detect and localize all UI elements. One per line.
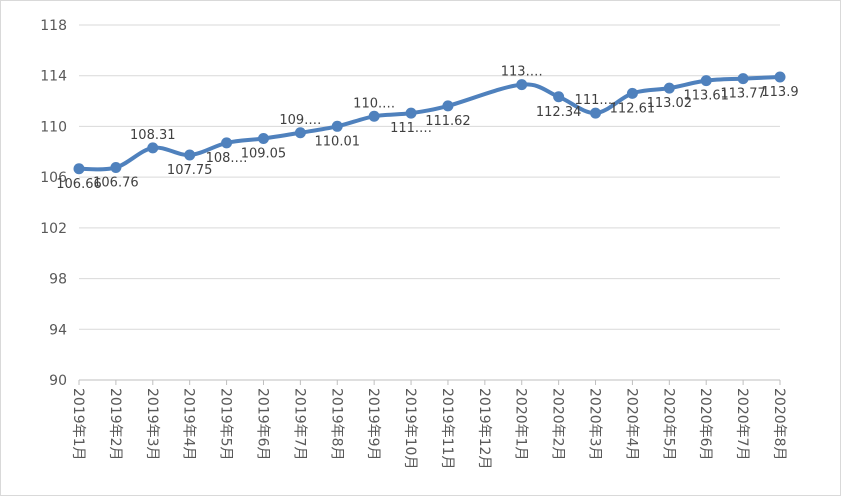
x-tick-label: 2019年2月 (107, 388, 123, 461)
x-tick-label: 2019年6月 (254, 388, 270, 461)
x-tick-label: 2019年9月 (365, 388, 381, 461)
data-label: 110.… (353, 96, 395, 111)
data-point (221, 137, 233, 149)
y-tick-label: 98 (49, 272, 67, 288)
data-point (184, 149, 196, 161)
data-label: 109.05 (241, 146, 287, 161)
y-tick-label: 106 (40, 170, 67, 186)
data-point (553, 91, 565, 103)
x-tick-label: 2019年12月 (476, 388, 492, 469)
data-label: 113.… (501, 65, 543, 80)
x-tick-label: 2019年5月 (218, 388, 234, 461)
data-label: 106.66 (56, 177, 102, 192)
x-tick-label: 2019年3月 (144, 388, 160, 461)
data-point (737, 73, 749, 85)
data-label: 109.… (279, 113, 321, 128)
x-tick-label: 2019年1月 (70, 388, 86, 461)
x-tick-label: 2020年7月 (734, 388, 750, 461)
data-point (110, 162, 122, 174)
data-label: 112.34 (536, 105, 582, 120)
data-label: 112.61 (610, 101, 656, 116)
data-point (331, 120, 343, 132)
x-tick-label: 2019年7月 (291, 388, 307, 461)
data-point (442, 100, 454, 112)
data-point (700, 75, 712, 87)
x-tick-label: 2020年5月 (660, 388, 676, 461)
y-tick-label: 110 (40, 119, 67, 135)
data-label: 108.… (206, 151, 248, 166)
data-point (73, 163, 85, 175)
data-label: 107.75 (167, 163, 213, 178)
data-label: 111.… (390, 121, 432, 136)
data-point (294, 127, 306, 139)
x-tick-label: 2019年4月 (181, 388, 197, 461)
x-tick-label: 2020年3月 (587, 388, 603, 461)
data-label: 113.61 (683, 89, 729, 104)
x-tick-label: 2020年6月 (697, 388, 713, 461)
y-tick-label: 102 (40, 221, 67, 237)
data-label: 110.01 (315, 134, 361, 149)
x-tick-label: 2020年8月 (771, 388, 787, 461)
data-label: 113.9 (761, 85, 798, 100)
data-label: 111.62 (425, 114, 471, 129)
data-point (257, 132, 269, 144)
data-point (663, 82, 675, 94)
y-tick-label: 118 (40, 18, 67, 34)
data-label: 113.02 (647, 96, 693, 111)
x-tick-label: 2020年1月 (513, 388, 529, 461)
data-point (774, 71, 786, 83)
y-tick-label: 90 (49, 373, 67, 389)
x-tick-label: 2019年8月 (328, 388, 344, 461)
x-tick-label: 2020年2月 (550, 388, 566, 461)
x-tick-label: 2020年4月 (623, 388, 639, 461)
data-point (368, 110, 380, 122)
data-label: 111.… (575, 93, 617, 108)
data-point (590, 107, 602, 119)
data-label: 106.76 (93, 176, 139, 191)
data-label: 108.31 (130, 128, 176, 143)
data-point (626, 87, 638, 99)
data-point (147, 142, 159, 154)
data-point (405, 107, 417, 119)
y-tick-label: 114 (40, 69, 67, 85)
y-tick-label: 94 (49, 322, 67, 338)
x-tick-label: 2019年10月 (402, 388, 418, 469)
data-label: 113.77 (720, 87, 766, 102)
x-tick-label: 2019年11月 (439, 388, 455, 469)
data-point (516, 79, 528, 91)
